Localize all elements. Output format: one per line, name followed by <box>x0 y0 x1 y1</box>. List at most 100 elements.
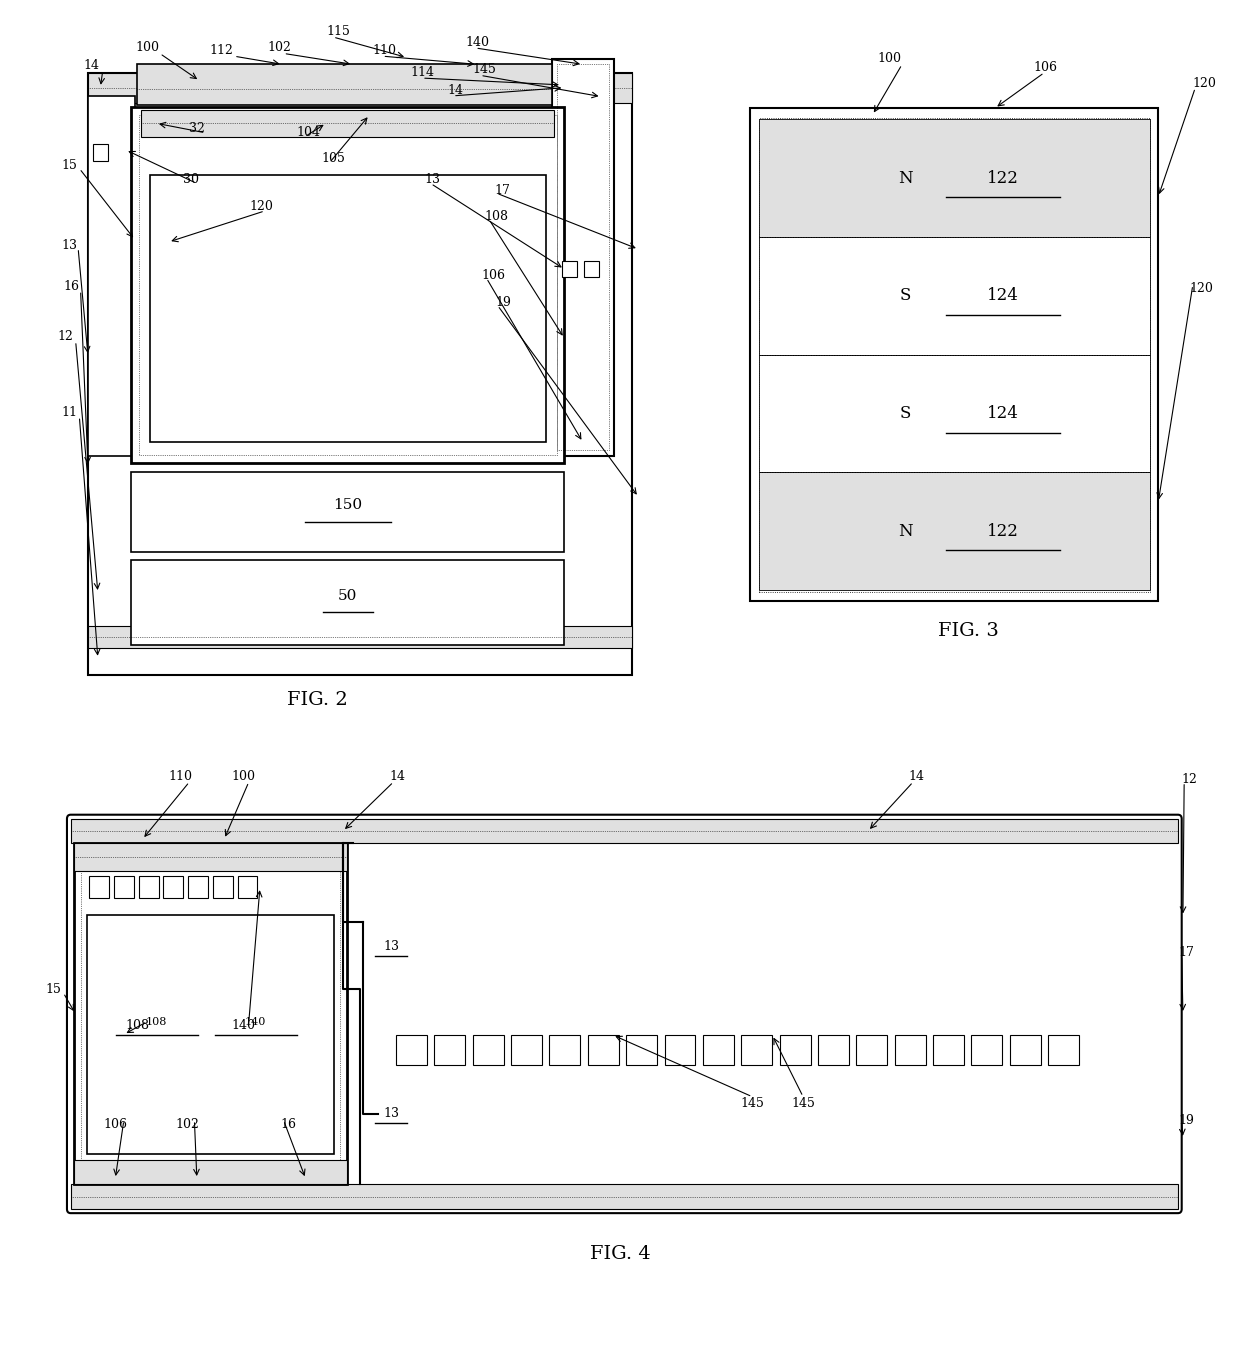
Bar <box>1009 1034 1040 1065</box>
Text: 145: 145 <box>791 1098 815 1110</box>
Bar <box>88 73 632 675</box>
Bar <box>81 851 341 1177</box>
Text: N: N <box>898 523 913 539</box>
Text: 100: 100 <box>878 52 901 66</box>
Text: 13: 13 <box>62 239 77 251</box>
Text: 105: 105 <box>321 152 345 166</box>
Bar <box>759 119 1149 237</box>
Text: 17: 17 <box>495 184 511 196</box>
Text: 32: 32 <box>188 122 205 136</box>
Bar <box>138 64 552 106</box>
Text: FIG. 3: FIG. 3 <box>939 623 999 641</box>
Text: 100: 100 <box>135 41 160 55</box>
Bar <box>238 877 258 899</box>
Text: 50: 50 <box>339 589 357 602</box>
Text: 13: 13 <box>383 1107 399 1120</box>
Text: 120: 120 <box>1189 283 1214 295</box>
Text: 12: 12 <box>1182 772 1197 786</box>
Bar <box>89 877 109 899</box>
Bar <box>665 1034 696 1065</box>
Text: 13: 13 <box>383 940 399 952</box>
Text: 16: 16 <box>64 280 79 292</box>
Bar <box>971 1034 1002 1065</box>
Bar <box>562 261 577 277</box>
Text: 112: 112 <box>210 44 233 58</box>
Bar <box>818 1034 849 1065</box>
Bar <box>131 472 564 552</box>
Bar <box>759 118 1149 591</box>
Text: 19: 19 <box>496 296 512 309</box>
Bar <box>584 261 599 277</box>
Bar <box>511 1034 542 1065</box>
Text: 106: 106 <box>1034 60 1058 74</box>
Text: 145: 145 <box>740 1098 764 1110</box>
Bar <box>1048 1034 1079 1065</box>
Text: 12: 12 <box>58 331 73 343</box>
Text: 108: 108 <box>125 1019 150 1032</box>
Text: 108: 108 <box>145 1018 166 1028</box>
Text: 16: 16 <box>280 1118 296 1131</box>
Bar <box>213 877 233 899</box>
Text: 14: 14 <box>909 770 925 783</box>
Bar <box>557 64 609 450</box>
Bar <box>150 176 546 442</box>
Bar <box>895 1034 925 1065</box>
Bar <box>71 1184 1178 1209</box>
Bar <box>932 1034 963 1065</box>
Bar <box>88 73 632 103</box>
Bar <box>626 1034 657 1065</box>
Text: 114: 114 <box>410 66 434 80</box>
Bar <box>742 1034 773 1065</box>
Text: S: S <box>899 287 910 305</box>
Text: FIG. 4: FIG. 4 <box>590 1246 650 1264</box>
Text: 150: 150 <box>334 498 362 512</box>
Text: 102: 102 <box>175 1118 198 1131</box>
Bar <box>588 1034 619 1065</box>
Bar <box>759 472 1149 590</box>
Bar <box>131 560 564 645</box>
Bar <box>139 115 557 454</box>
Bar <box>164 877 184 899</box>
Bar <box>139 877 159 899</box>
Bar <box>131 107 564 462</box>
Bar <box>434 1034 465 1065</box>
Bar <box>93 144 108 161</box>
Text: 15: 15 <box>46 984 61 996</box>
Bar <box>71 819 1178 844</box>
Bar <box>780 1034 811 1065</box>
Text: 15: 15 <box>62 159 77 173</box>
Text: 110: 110 <box>373 44 397 58</box>
Bar <box>74 844 346 1184</box>
Bar <box>74 1159 346 1184</box>
Text: 19: 19 <box>1179 1114 1194 1126</box>
Text: 13: 13 <box>424 173 440 185</box>
Text: 140: 140 <box>232 1019 255 1032</box>
Text: 110: 110 <box>169 770 192 783</box>
Text: 11: 11 <box>62 406 77 418</box>
Bar <box>750 108 1158 601</box>
Text: 115: 115 <box>326 25 350 38</box>
Text: 120: 120 <box>1192 77 1216 91</box>
Text: 100: 100 <box>232 770 255 783</box>
Bar <box>759 237 1149 354</box>
Text: 140: 140 <box>244 1018 265 1028</box>
Bar <box>857 1034 888 1065</box>
Text: 17: 17 <box>1179 947 1194 959</box>
FancyBboxPatch shape <box>67 815 1182 1213</box>
Bar <box>396 1034 427 1065</box>
Text: 14: 14 <box>389 770 405 783</box>
Bar <box>88 96 135 456</box>
Text: 14: 14 <box>448 84 464 97</box>
Bar <box>141 110 554 137</box>
Bar <box>472 1034 503 1065</box>
Text: FIG. 2: FIG. 2 <box>286 690 347 709</box>
Text: 140: 140 <box>466 36 490 49</box>
Text: 145: 145 <box>472 63 496 77</box>
Text: 30: 30 <box>182 173 198 185</box>
Text: 106: 106 <box>482 269 506 281</box>
Text: 122: 122 <box>987 523 1019 539</box>
Bar <box>703 1034 734 1065</box>
Bar <box>759 354 1149 472</box>
Text: 14: 14 <box>84 59 99 73</box>
Text: 122: 122 <box>987 170 1019 187</box>
